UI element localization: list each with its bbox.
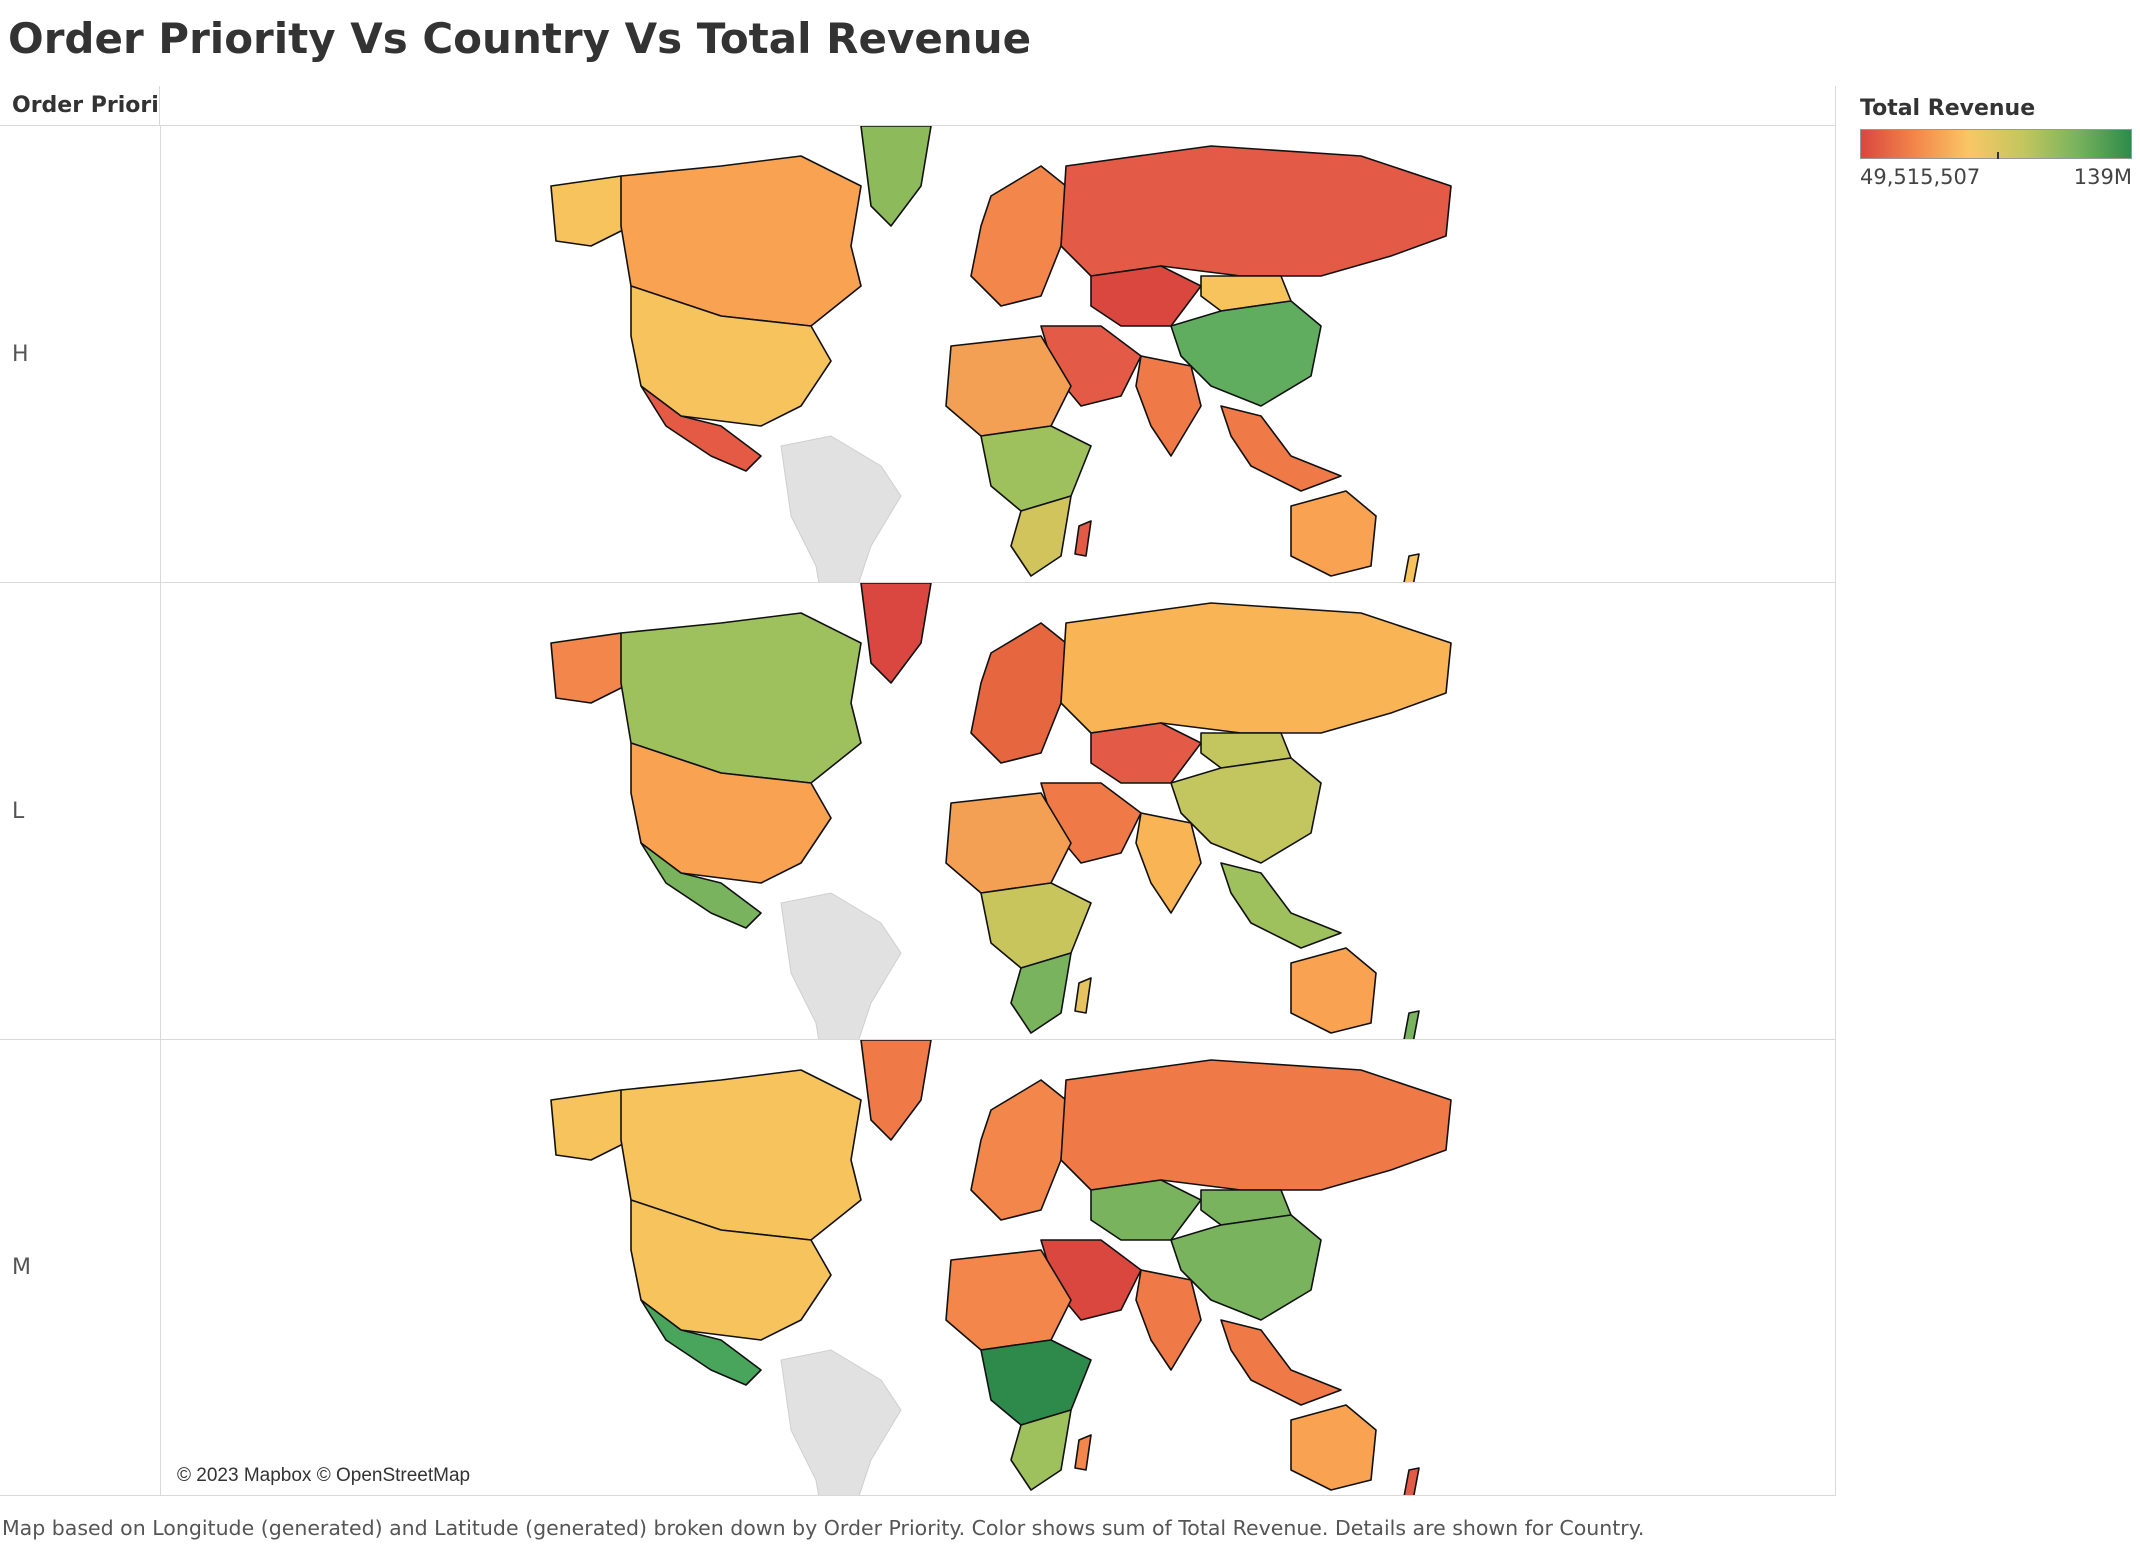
row-label-text: H (12, 341, 29, 367)
region-india[interactable] (1135, 355, 1202, 457)
region-india[interactable] (1135, 1269, 1202, 1371)
region-usa[interactable] (630, 1199, 832, 1341)
world-map (550, 1040, 1452, 1496)
region-africa-s[interactable] (1010, 495, 1072, 577)
region-alaska[interactable] (550, 175, 632, 247)
legend-max-label: 139M (2073, 165, 2132, 189)
map-attribution[interactable]: © 2023 Mapbox © OpenStreetMap (171, 1463, 477, 1489)
region-usa[interactable] (630, 742, 832, 884)
region-new-zealand[interactable] (1403, 553, 1420, 583)
legend-min-label: 49,515,507 (1860, 165, 1981, 189)
row-label-text: L (12, 798, 25, 824)
region-australia[interactable] (1290, 947, 1377, 1034)
region-madagascar[interactable] (1074, 977, 1092, 1014)
world-map (550, 583, 1452, 1040)
region-africa-c[interactable] (980, 882, 1092, 969)
region-africa-s[interactable] (1010, 1409, 1072, 1491)
region-australia[interactable] (1290, 1404, 1377, 1491)
region-alaska[interactable] (550, 1089, 632, 1161)
row-label-l[interactable]: L (0, 583, 161, 1040)
map-grid: Order Priori.. H L M © 2023 Mapbox © Ope… (0, 86, 1836, 1496)
region-southeast-asia[interactable] (1220, 1319, 1342, 1406)
region-north-america[interactable] (620, 612, 862, 784)
region-madagascar[interactable] (1074, 520, 1092, 557)
region-russia[interactable] (1060, 602, 1452, 734)
region-india[interactable] (1135, 812, 1202, 914)
region-europe[interactable] (970, 165, 1067, 307)
region-kazakh[interactable] (1090, 1179, 1202, 1241)
region-australia[interactable] (1290, 490, 1377, 577)
map-pane-l[interactable] (161, 583, 1836, 1040)
region-europe[interactable] (970, 622, 1067, 764)
region-africa-c[interactable] (980, 425, 1092, 512)
caption-footnote: Map based on Longitude (generated) and L… (2, 1516, 1645, 1540)
world-map (550, 126, 1452, 583)
header-rule (160, 86, 1836, 126)
page-title: Order Priority Vs Country Vs Total Reven… (8, 14, 1032, 63)
region-north-america[interactable] (620, 1069, 862, 1241)
row-label-m[interactable]: M (0, 1040, 161, 1496)
region-mexico[interactable] (640, 1299, 762, 1386)
legend-midpoint-tick (1997, 152, 1999, 159)
region-greenland[interactable] (860, 583, 932, 684)
region-europe[interactable] (970, 1079, 1067, 1221)
region-south-america (780, 435, 902, 582)
region-kazakh[interactable] (1090, 722, 1202, 784)
region-north-america[interactable] (620, 155, 862, 327)
region-madagascar[interactable] (1074, 1434, 1092, 1471)
region-greenland[interactable] (860, 126, 932, 227)
color-legend[interactable]: Total Revenue 49,515,507 139M (1860, 96, 2132, 189)
region-africa-s[interactable] (1010, 952, 1072, 1034)
column-header-order-priority[interactable]: Order Priori.. (0, 86, 160, 126)
region-new-zealand[interactable] (1403, 1467, 1420, 1496)
region-south-america (780, 892, 902, 1039)
legend-gradient-bar (1860, 129, 2132, 159)
row-label-text: M (12, 1255, 31, 1280)
map-pane-m[interactable]: © 2023 Mapbox © OpenStreetMap (161, 1040, 1836, 1496)
region-kazakh[interactable] (1090, 265, 1202, 327)
region-mexico[interactable] (640, 385, 762, 472)
region-southeast-asia[interactable] (1220, 862, 1342, 949)
legend-title: Total Revenue (1860, 96, 2036, 121)
region-new-zealand[interactable] (1403, 1010, 1420, 1040)
region-greenland[interactable] (860, 1040, 932, 1141)
region-africa-c[interactable] (980, 1339, 1092, 1426)
region-south-america (780, 1349, 902, 1495)
region-mexico[interactable] (640, 842, 762, 929)
region-southeast-asia[interactable] (1220, 405, 1342, 492)
map-pane-h[interactable] (161, 126, 1836, 583)
region-usa[interactable] (630, 285, 832, 427)
region-alaska[interactable] (550, 632, 632, 704)
region-russia[interactable] (1060, 1059, 1452, 1191)
row-label-h[interactable]: H (0, 126, 161, 583)
region-russia[interactable] (1060, 145, 1452, 277)
